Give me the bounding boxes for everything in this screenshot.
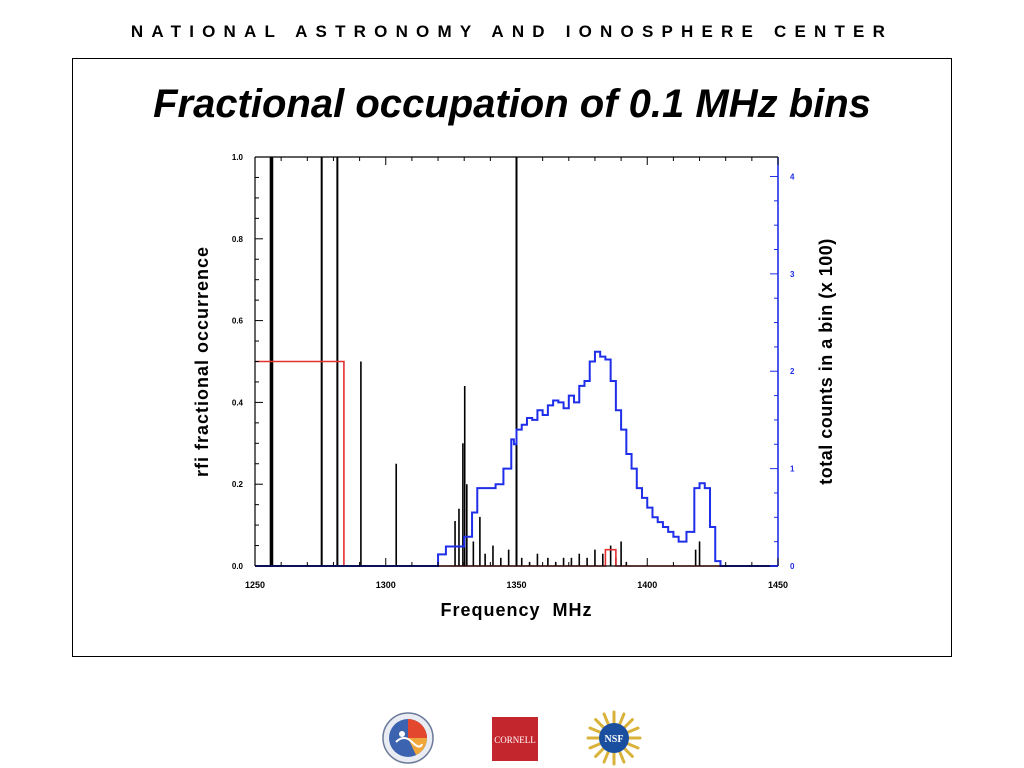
y-tick-label: 1.0: [232, 153, 244, 162]
cornell-logo: CORNELL: [492, 717, 538, 761]
y-axis-title: rfi fractional occurrence: [192, 246, 212, 477]
y-tick-label: 0.6: [232, 317, 244, 326]
y-tick-label: 0.8: [232, 235, 244, 244]
nsf-ray: [617, 712, 626, 727]
chart: 1250 1300 1350 1400 1450 0.0 0.2 0.4 0.6 0.8 1.0 0 1…: [192, 153, 836, 620]
red-step-series: [255, 360, 778, 567]
y2-tick-label: 1: [790, 465, 795, 474]
y-tick-label: 0.4: [232, 398, 244, 407]
y2-tick-label: 3: [790, 270, 795, 279]
x-tick-label: 1350: [506, 580, 526, 590]
cornell-logo-text: CORNELL: [494, 735, 536, 745]
y-tick-label: 0.0: [232, 562, 244, 571]
slide-frame: [72, 58, 952, 657]
y-tick-label: 0.2: [232, 480, 244, 489]
slide-title: Fractional occupation of 0.1 MHz bins: [153, 82, 871, 126]
x-tick-label: 1450: [768, 580, 788, 590]
x-tick-label: 1250: [245, 580, 265, 590]
x-axis-title: Frequency MHz: [440, 600, 592, 620]
nsf-ray: [602, 712, 611, 727]
organization-header: NATIONAL ASTRONOMY AND IONOSPHERE CENTER: [130, 22, 894, 41]
nsf-ray: [602, 749, 611, 764]
y2-tick-label: 2: [790, 367, 795, 376]
axes: 1250 1300 1350 1400 1450 0.0 0.2 0.4 0.6 0.8 1.0 0 1…: [192, 153, 836, 620]
nsf-ray: [594, 718, 606, 730]
nsf-logo-text: NSF: [605, 734, 624, 745]
nsf-ray: [625, 726, 640, 735]
y2-tick-label: 0: [790, 562, 795, 571]
nsf-ray: [588, 726, 603, 735]
nsf-ray: [625, 741, 640, 750]
nsf-ray: [617, 749, 626, 764]
y2-tick-label: 4: [790, 172, 795, 181]
plot-area: [255, 157, 778, 567]
total-counts-series: [255, 350, 778, 567]
nsf-ray: [588, 741, 603, 750]
x-tick-label: 1300: [376, 580, 396, 590]
x-tick-label: 1400: [637, 580, 657, 590]
nsf-ray: [622, 746, 634, 758]
nsf-ray: [594, 746, 606, 758]
logo-bar: CORNELL NSF: [0, 700, 1024, 768]
nsf-logo: NSF: [586, 710, 642, 766]
naic-seal-logo: [382, 712, 434, 764]
y2-axis-title: total counts in a bin (x 100): [816, 238, 836, 485]
nsf-ray: [622, 718, 634, 730]
